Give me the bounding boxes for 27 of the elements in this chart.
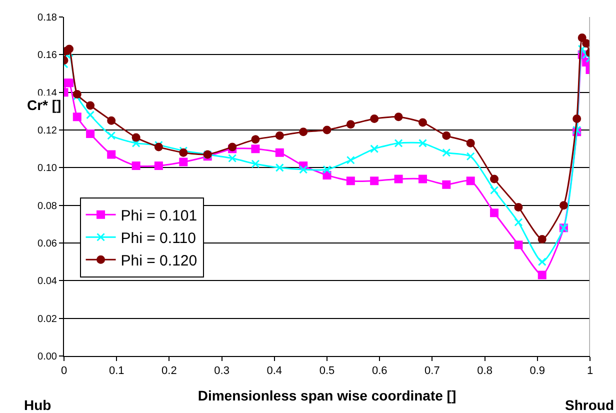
- legend-label: Phi = 0.101: [120, 207, 198, 224]
- legend-label: Phi = 0.110: [120, 230, 196, 247]
- legend-label: Phi = 0.120: [120, 252, 198, 270]
- x-axis-title: Dimensionless span wise coordinate []: [198, 388, 456, 404]
- x-tick-label: 0.1: [108, 365, 124, 378]
- text: Hub: [24, 397, 52, 413]
- y-tick-label: 0.00: [38, 352, 58, 362]
- x-tick-label: 0.9: [530, 365, 546, 378]
- x-tick-label: 0.7: [424, 365, 440, 378]
- y-tick-label: 0.10: [38, 163, 58, 174]
- x-tick-label: 0.2: [162, 365, 177, 378]
- x-tick-label: 0.3: [214, 365, 230, 378]
- y-tick-label: 0.18: [38, 12, 58, 24]
- y-tick-label: 0.08: [38, 200, 58, 212]
- x-tick-label: 0.8: [477, 365, 492, 378]
- x-tick-label: 0.6: [372, 365, 388, 378]
- y-axis-title: Cr* []: [27, 97, 62, 113]
- x-tick-label: 0: [60, 365, 68, 378]
- y-tick-label: 0.12: [38, 126, 58, 136]
- x-tick-label: 0.4: [266, 365, 282, 378]
- y-tick-label: 0.16: [38, 50, 58, 62]
- y-tick-label: 0.04: [38, 276, 58, 288]
- text: Shroud: [565, 397, 614, 413]
- x-tick-label: 0.5: [319, 365, 335, 378]
- x-tick-label: 1: [586, 365, 594, 378]
- y-tick-label: 0.06: [38, 238, 58, 250]
- y-tick-label: 0.02: [38, 314, 58, 325]
